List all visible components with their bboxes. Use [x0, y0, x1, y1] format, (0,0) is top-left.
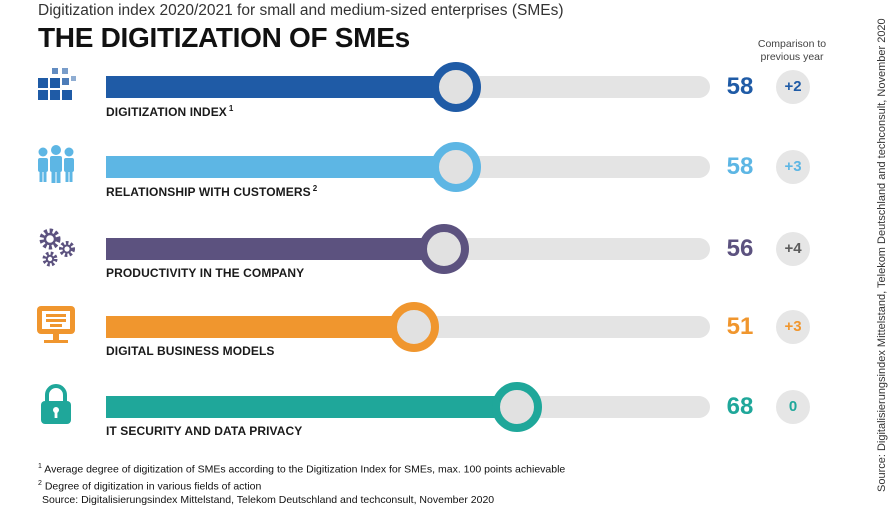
bar-fill — [106, 396, 517, 418]
bar-knob — [431, 142, 482, 192]
delta-badge: +4 — [776, 232, 810, 266]
bar-label-text: DIGITIZATION INDEX — [106, 105, 227, 119]
delta-badge: +3 — [776, 150, 810, 184]
value-label: 58 — [726, 153, 754, 180]
footnote-1: 1 Average degree of digitization of SMEs… — [38, 463, 566, 476]
bar-label: DIGITIZATION INDEX 1 — [106, 104, 233, 119]
value-label: 68 — [726, 393, 754, 420]
bar-label-text: IT SECURITY AND DATA PRIVACY — [106, 424, 303, 438]
delta-badge: +2 — [776, 70, 810, 104]
bar-knob — [389, 302, 440, 352]
bar-knob — [419, 224, 470, 274]
bar-label: IT SECURITY AND DATA PRIVACY — [106, 424, 302, 438]
comparison-heading: Comparison to previous year — [757, 38, 827, 63]
footnote-2: 2 Degree of digitization in various fiel… — [38, 479, 262, 493]
chart-row: DIGITIZATION INDEX 1 58 +2 — [0, 52, 860, 136]
delta-badge: +3 — [776, 310, 810, 344]
page-title: THE DIGITIZATION OF SMEs — [38, 22, 410, 53]
subtitle: Digitization index 2020/2021 for small a… — [38, 2, 564, 19]
footnote-marker: 2 — [312, 184, 318, 193]
bar-label-text: PRODUCTIVITY IN THE COMPANY — [106, 266, 305, 280]
bar-label-text: DIGITAL BUSINESS MODELS — [106, 344, 275, 358]
source-side: Source: Digitalisierungsindex Mittelstan… — [876, 18, 888, 492]
bar-label-text: RELATIONSHIP WITH CUSTOMERS — [106, 185, 311, 199]
monitor-icon — [34, 302, 78, 346]
chart-row: PRODUCTIVITY IN THE COMPANY 56 +4 — [0, 214, 860, 298]
chart-row: DIGITAL BUSINESS MODELS 51 +3 — [0, 292, 860, 376]
bar-fill — [106, 156, 457, 178]
bar-knob — [491, 382, 542, 432]
delta-badge: 0 — [776, 390, 810, 424]
value-label: 51 — [726, 313, 754, 340]
padlock-icon — [34, 382, 78, 426]
bar-label: PRODUCTIVITY IN THE COMPANY — [106, 266, 304, 280]
footnotes: 1 Average degree of digitization of SMEs… — [38, 460, 565, 507]
value-label: 58 — [726, 73, 754, 100]
footnote-marker: 1 — [228, 104, 234, 113]
bar-fill — [106, 316, 415, 338]
bar-label: RELATIONSHIP WITH CUSTOMERS 2 — [106, 184, 317, 199]
bar-fill — [106, 76, 457, 98]
people-icon — [34, 142, 78, 186]
bar-knob — [431, 62, 482, 112]
footnote-source: Source: Digitalisierungsindex Mittelstan… — [42, 494, 495, 506]
chart-row: IT SECURITY AND DATA PRIVACY 68 0 — [0, 372, 860, 456]
bar-label: DIGITAL BUSINESS MODELS — [106, 344, 275, 358]
chart-row: RELATIONSHIP WITH CUSTOMERS 2 58 +3 — [0, 132, 860, 216]
blocks-icon — [34, 62, 78, 106]
value-label: 56 — [726, 235, 754, 262]
bar-fill — [106, 238, 445, 260]
gears-icon — [34, 224, 78, 268]
